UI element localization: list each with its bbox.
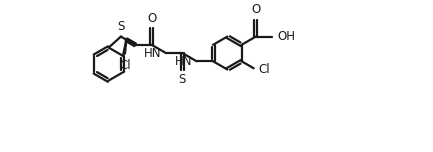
Text: O: O xyxy=(251,3,261,17)
Text: OH: OH xyxy=(277,30,295,43)
Text: O: O xyxy=(147,12,156,25)
Text: Cl: Cl xyxy=(259,63,270,76)
Text: S: S xyxy=(117,20,125,33)
Text: S: S xyxy=(179,73,186,86)
Text: HN: HN xyxy=(144,47,161,60)
Text: Cl: Cl xyxy=(119,59,131,72)
Text: HN: HN xyxy=(175,55,193,68)
